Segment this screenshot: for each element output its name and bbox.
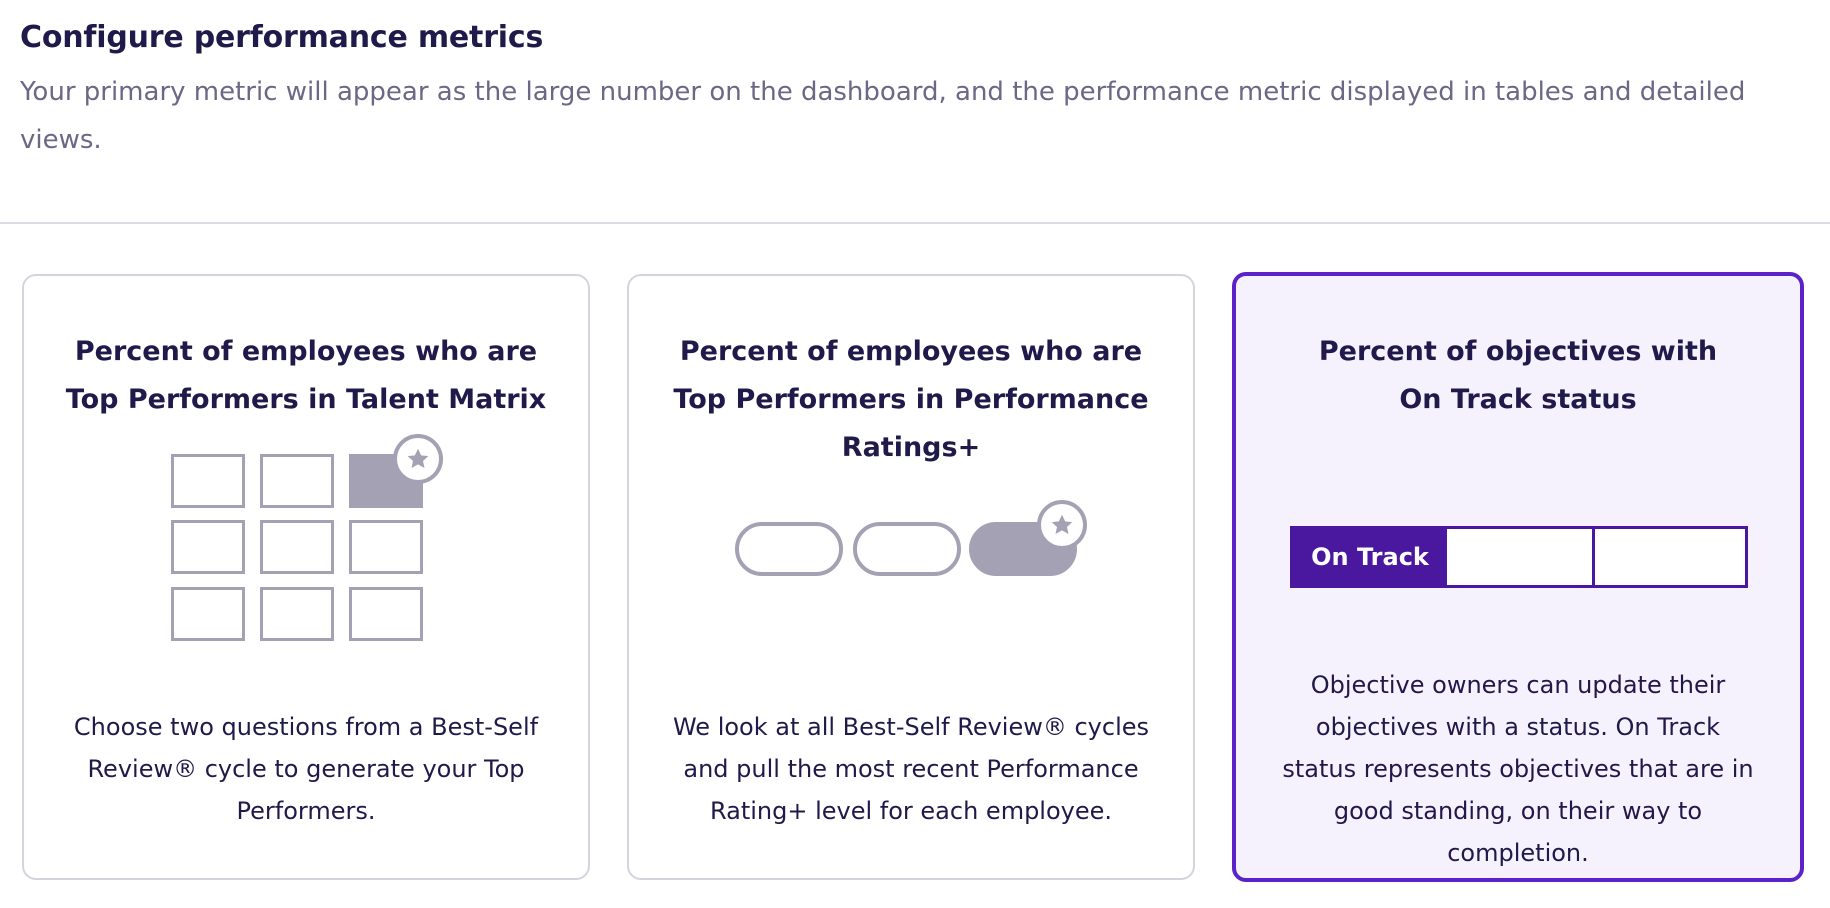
card-description: Choose two questions from a Best-Self Re… [73, 713, 539, 825]
status-segment-on-track: On Track [1293, 529, 1447, 585]
status-segment-empty [1595, 529, 1745, 585]
header-divider [0, 222, 1830, 224]
card-description: Objective owners can update their object… [1282, 671, 1754, 867]
page-subtitle: Your primary metric will appear as the l… [20, 77, 1746, 155]
status-segment-empty [1447, 529, 1595, 585]
card-description: We look at all Best-Self Review® cycles … [672, 713, 1150, 825]
card-title-line2: On Track status [1399, 384, 1637, 415]
performance-ratings-pills-icon [735, 500, 1095, 602]
metric-card-talent-matrix[interactable]: Percent of employees who are Top Perform… [22, 274, 590, 880]
card-title-line1: Percent of objectives with [1318, 336, 1718, 367]
card-title: Percent of objectives with On Track stat… [1236, 328, 1800, 424]
card-title: Percent of employees who are Top Perform… [673, 336, 1149, 463]
star-icon [1037, 500, 1087, 550]
page-header: Configure performance metrics Your prima… [0, 0, 1830, 204]
metric-card-performance-ratings[interactable]: Percent of employees who are Top Perform… [627, 274, 1195, 880]
on-track-status-bar: On Track [1290, 526, 1748, 588]
page-title: Configure performance metrics [20, 20, 544, 55]
card-title: Percent of employees who are Top Perform… [65, 336, 547, 415]
metric-card-on-track-objectives[interactable]: Percent of objectives with On Track stat… [1232, 272, 1804, 882]
talent-matrix-grid-icon [171, 434, 451, 674]
star-icon [393, 434, 443, 484]
